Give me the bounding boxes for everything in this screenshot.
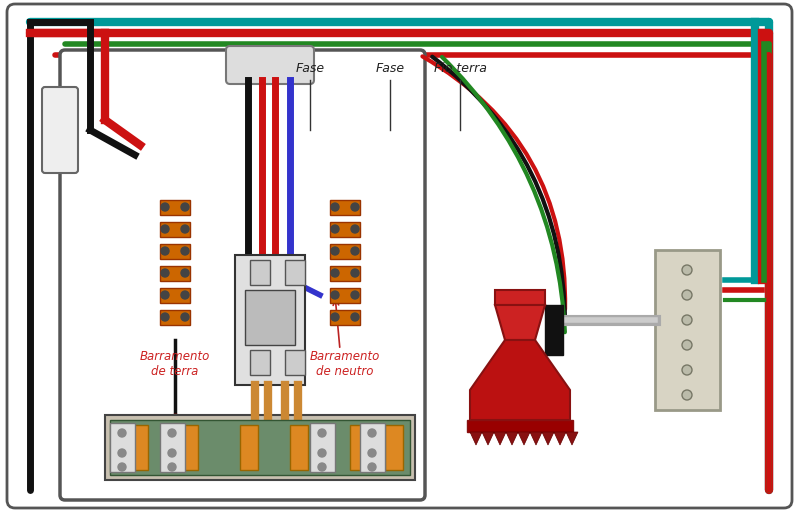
Circle shape	[331, 269, 339, 277]
Bar	[467, 420, 573, 432]
Circle shape	[181, 203, 189, 211]
FancyBboxPatch shape	[60, 50, 425, 500]
Polygon shape	[506, 432, 518, 445]
Bar	[655, 250, 720, 410]
Bar	[245, 290, 295, 345]
Bar	[160, 200, 190, 215]
Bar	[160, 310, 190, 325]
Bar	[180, 425, 198, 470]
Circle shape	[351, 203, 359, 211]
Polygon shape	[470, 432, 482, 445]
Bar	[330, 266, 360, 281]
Circle shape	[181, 269, 189, 277]
Text: Fio terra: Fio terra	[434, 62, 487, 75]
Polygon shape	[482, 432, 494, 445]
Circle shape	[161, 269, 169, 277]
Bar	[160, 222, 190, 237]
Circle shape	[331, 225, 339, 233]
Circle shape	[351, 269, 359, 277]
Bar	[350, 425, 368, 470]
Circle shape	[368, 429, 376, 437]
Bar	[330, 310, 360, 325]
Circle shape	[682, 365, 692, 375]
Text: Barramento
de neutro: Barramento de neutro	[310, 350, 380, 378]
Circle shape	[181, 225, 189, 233]
Bar	[160, 423, 185, 472]
Circle shape	[351, 291, 359, 299]
Circle shape	[318, 429, 326, 437]
Bar	[110, 420, 410, 475]
Bar	[330, 244, 360, 259]
Bar	[290, 425, 308, 470]
Circle shape	[161, 291, 169, 299]
Circle shape	[331, 313, 339, 321]
Bar	[250, 260, 270, 285]
Bar	[330, 200, 360, 215]
Bar	[330, 222, 360, 237]
Circle shape	[181, 313, 189, 321]
Bar	[545, 305, 563, 355]
Circle shape	[368, 463, 376, 471]
Circle shape	[181, 291, 189, 299]
FancyBboxPatch shape	[226, 46, 314, 84]
Bar	[250, 350, 270, 375]
Circle shape	[181, 247, 189, 255]
Circle shape	[331, 247, 339, 255]
Text: Fase: Fase	[376, 62, 404, 75]
Bar	[160, 244, 190, 259]
Bar	[385, 425, 403, 470]
FancyBboxPatch shape	[7, 4, 792, 508]
Circle shape	[368, 449, 376, 457]
Circle shape	[118, 449, 126, 457]
Circle shape	[161, 313, 169, 321]
Circle shape	[331, 291, 339, 299]
Circle shape	[682, 340, 692, 350]
Bar	[105, 415, 415, 480]
Polygon shape	[495, 290, 545, 305]
Circle shape	[161, 247, 169, 255]
Polygon shape	[495, 305, 545, 340]
Bar	[285, 350, 305, 375]
Circle shape	[351, 247, 359, 255]
Bar	[285, 260, 305, 285]
Circle shape	[351, 225, 359, 233]
Bar	[160, 288, 190, 303]
Circle shape	[168, 449, 176, 457]
Circle shape	[118, 429, 126, 437]
Circle shape	[331, 203, 339, 211]
Bar	[110, 423, 135, 472]
Circle shape	[682, 390, 692, 400]
Polygon shape	[470, 340, 570, 420]
Polygon shape	[554, 432, 566, 445]
Circle shape	[318, 463, 326, 471]
Circle shape	[168, 429, 176, 437]
Bar	[130, 425, 148, 470]
Circle shape	[682, 315, 692, 325]
Circle shape	[168, 463, 176, 471]
Bar	[240, 425, 258, 470]
Text: Barramento
de terra: Barramento de terra	[140, 350, 210, 378]
Polygon shape	[566, 432, 578, 445]
Polygon shape	[530, 432, 542, 445]
Bar	[235, 255, 305, 385]
Circle shape	[161, 203, 169, 211]
Bar	[330, 288, 360, 303]
Circle shape	[682, 265, 692, 275]
Polygon shape	[494, 432, 506, 445]
Circle shape	[351, 313, 359, 321]
Circle shape	[318, 449, 326, 457]
Circle shape	[682, 290, 692, 300]
FancyBboxPatch shape	[42, 87, 78, 173]
Bar	[310, 423, 335, 472]
Circle shape	[161, 225, 169, 233]
Text: Fase: Fase	[296, 62, 324, 75]
Bar	[160, 266, 190, 281]
Polygon shape	[542, 432, 554, 445]
Polygon shape	[518, 432, 530, 445]
Bar	[360, 423, 385, 472]
Circle shape	[118, 463, 126, 471]
